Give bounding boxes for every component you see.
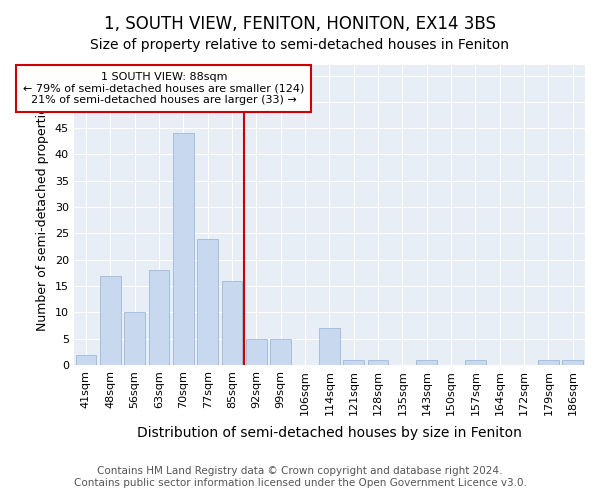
Bar: [124, 312, 145, 365]
Text: 1 SOUTH VIEW: 88sqm
← 79% of semi-detached houses are smaller (124)
21% of semi-: 1 SOUTH VIEW: 88sqm ← 79% of semi-detach…: [23, 72, 305, 106]
Text: Contains HM Land Registry data © Crown copyright and database right 2024.
Contai: Contains HM Land Registry data © Crown c…: [74, 466, 526, 487]
Bar: [271, 338, 291, 365]
Bar: [149, 270, 169, 365]
Bar: [416, 360, 437, 365]
Bar: [343, 360, 364, 365]
Bar: [197, 238, 218, 365]
Bar: [246, 338, 266, 365]
Bar: [100, 276, 121, 365]
Bar: [465, 360, 486, 365]
Bar: [76, 354, 96, 365]
Bar: [173, 134, 194, 365]
Bar: [319, 328, 340, 365]
Bar: [538, 360, 559, 365]
X-axis label: Distribution of semi-detached houses by size in Feniton: Distribution of semi-detached houses by …: [137, 426, 522, 440]
Text: 1, SOUTH VIEW, FENITON, HONITON, EX14 3BS: 1, SOUTH VIEW, FENITON, HONITON, EX14 3B…: [104, 15, 496, 33]
Text: Size of property relative to semi-detached houses in Feniton: Size of property relative to semi-detach…: [91, 38, 509, 52]
Bar: [221, 281, 242, 365]
Y-axis label: Number of semi-detached properties: Number of semi-detached properties: [36, 100, 49, 330]
Bar: [562, 360, 583, 365]
Bar: [368, 360, 388, 365]
